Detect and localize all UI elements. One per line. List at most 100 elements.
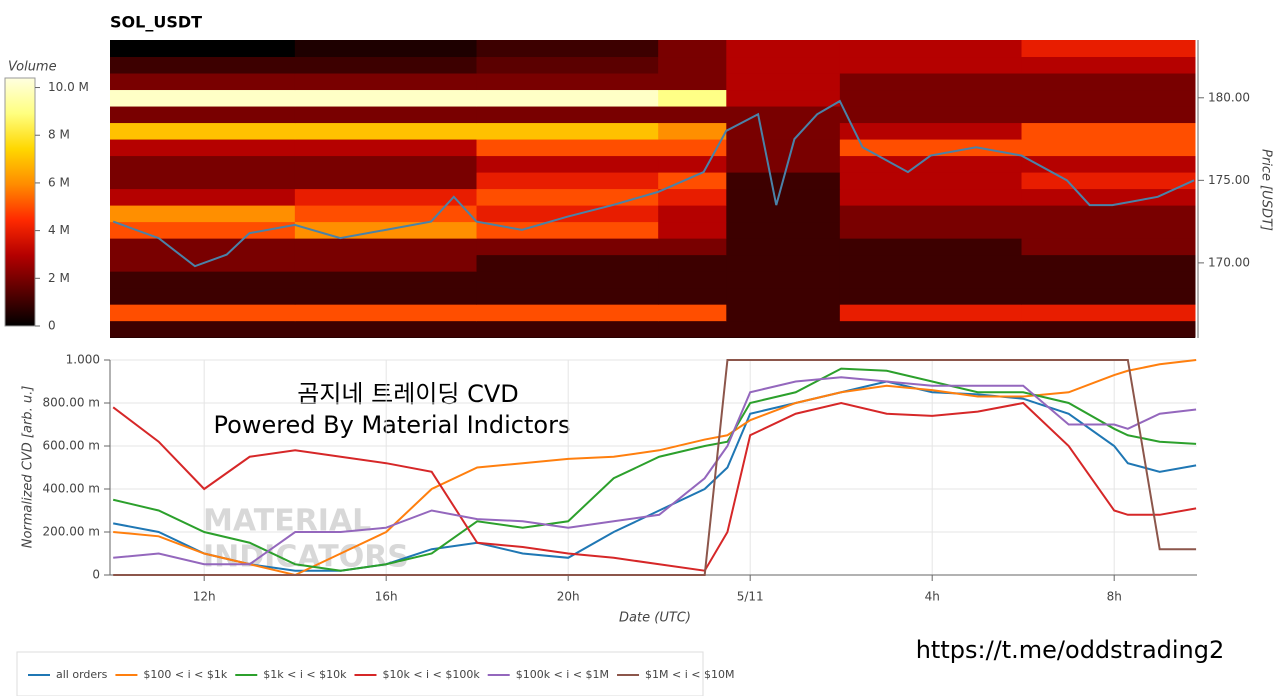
heatmap-cell	[294, 188, 478, 206]
heatmap-cell	[110, 205, 296, 223]
heatmap-cell	[658, 89, 727, 107]
annotation: Powered By Material Indictors	[214, 411, 571, 439]
heatmap-cell	[1021, 73, 1196, 91]
watermark: INDICATORS	[203, 540, 409, 575]
heatmap-cell	[726, 122, 841, 140]
series-line	[113, 376, 1197, 566]
heatmap-cell	[294, 56, 478, 74]
heatmap-cell	[839, 56, 1023, 74]
heatmap-cell	[294, 106, 478, 124]
heatmap-cell	[1021, 238, 1196, 256]
heatmap-cell	[294, 122, 478, 140]
heatmap-cell	[839, 254, 1023, 272]
heatmap-cell	[658, 188, 727, 206]
heatmap-cell	[110, 172, 296, 190]
series-line	[112, 380, 1197, 572]
heatmap-cell	[839, 188, 1023, 206]
y-tick-label: 200.00 m	[43, 525, 101, 539]
heatmap-cell	[658, 139, 727, 157]
heatmap-cell	[726, 238, 841, 256]
heatmap-cell	[110, 122, 296, 140]
heatmap-cell	[726, 139, 841, 157]
heatmap-cell	[1021, 287, 1196, 305]
heatmap-cell	[476, 106, 659, 124]
heatmap-cell	[476, 254, 659, 272]
heatmap-cell	[476, 205, 659, 223]
legend-label: $1M < i < $10M	[645, 668, 734, 681]
heatmap-cell	[294, 155, 478, 173]
heatmap-cell	[476, 139, 659, 157]
heatmap-cell	[476, 89, 659, 107]
heatmap-cell	[726, 254, 841, 272]
colorbar-label: Volume	[8, 60, 57, 75]
heatmap-cell	[476, 221, 659, 239]
heatmap-cell	[1021, 221, 1196, 239]
heatmap-cell	[1021, 271, 1196, 289]
y-tick-label: 0	[92, 568, 100, 582]
heatmap-cell	[476, 40, 659, 58]
colorbar	[4, 77, 36, 327]
heatmap-cell	[294, 73, 478, 91]
x-tick-label: 8h	[1107, 590, 1122, 604]
heatmap-cell	[1021, 122, 1196, 140]
heatmap-cell	[476, 56, 659, 74]
x-tick-label: 5/11	[737, 590, 764, 604]
heatmap-cell	[1021, 56, 1196, 74]
legend-label: $100 < i < $1k	[143, 668, 227, 681]
heatmap-cell	[726, 304, 841, 322]
heatmap-cell	[839, 139, 1023, 157]
x-tick-label: 4h	[925, 590, 940, 604]
heatmap-cell	[1021, 155, 1196, 173]
heatmap-cell	[110, 320, 296, 338]
heatmap-cell	[110, 73, 296, 91]
y-tick-label: 600.00 m	[43, 439, 101, 453]
heatmap-cell	[839, 172, 1023, 190]
heatmap-cell	[658, 155, 727, 173]
heatmap-cell	[839, 40, 1023, 58]
heatmap-cell	[294, 172, 478, 190]
heatmap-cell	[110, 89, 296, 107]
colorbar-tick-label: 10.0 M	[48, 80, 89, 94]
heatmap-cell	[839, 320, 1023, 338]
heatmap-cell	[476, 172, 659, 190]
heatmap-cell	[1021, 254, 1196, 272]
y-axis-label: Price [USDT]	[1259, 149, 1274, 231]
heatmap-cell	[1021, 40, 1196, 58]
heatmap-cell	[726, 56, 841, 74]
heatmap-cell	[726, 271, 841, 289]
heatmap-cell	[1021, 205, 1196, 223]
heatmap-cell	[476, 238, 659, 256]
heatmap-cell	[726, 40, 841, 58]
price-line	[112, 99, 1195, 268]
link-text: https://t.me/oddstrading2	[916, 636, 1225, 664]
heatmap-cell	[294, 254, 478, 272]
heatmap-cell	[110, 271, 296, 289]
heatmap-cell	[476, 271, 659, 289]
heatmap-cell	[658, 56, 727, 74]
heatmap-cell	[110, 188, 296, 206]
colorbar-tick-label: 8 M	[48, 128, 70, 142]
heatmap-cell	[839, 89, 1023, 107]
colorbar-tick-label: 2 M	[48, 271, 70, 285]
heatmap-cell	[1021, 139, 1196, 157]
x-tick-label: 12h	[193, 590, 216, 604]
heatmap-cell	[476, 73, 659, 91]
watermark: MATERIAL	[203, 504, 371, 539]
x-tick-label: 20h	[557, 590, 580, 604]
series-line	[113, 359, 1197, 576]
heatmap-cell	[110, 238, 296, 256]
heatmap-cell	[658, 238, 727, 256]
colorbar-tick-label: 4 M	[48, 223, 70, 237]
heatmap-cell	[726, 188, 841, 206]
heatmap-cell	[839, 287, 1023, 305]
heatmap-cell	[1021, 106, 1196, 124]
heatmap-cell	[658, 122, 727, 140]
y-tick-label: 170.00	[1208, 255, 1250, 269]
heatmap-cell	[476, 304, 659, 322]
heatmap-cell	[476, 155, 659, 173]
heatmap-cell	[658, 287, 727, 305]
heatmap-cell	[658, 205, 727, 223]
y-tick-label: 180.00	[1208, 90, 1250, 104]
heatmap-cell	[726, 73, 841, 91]
